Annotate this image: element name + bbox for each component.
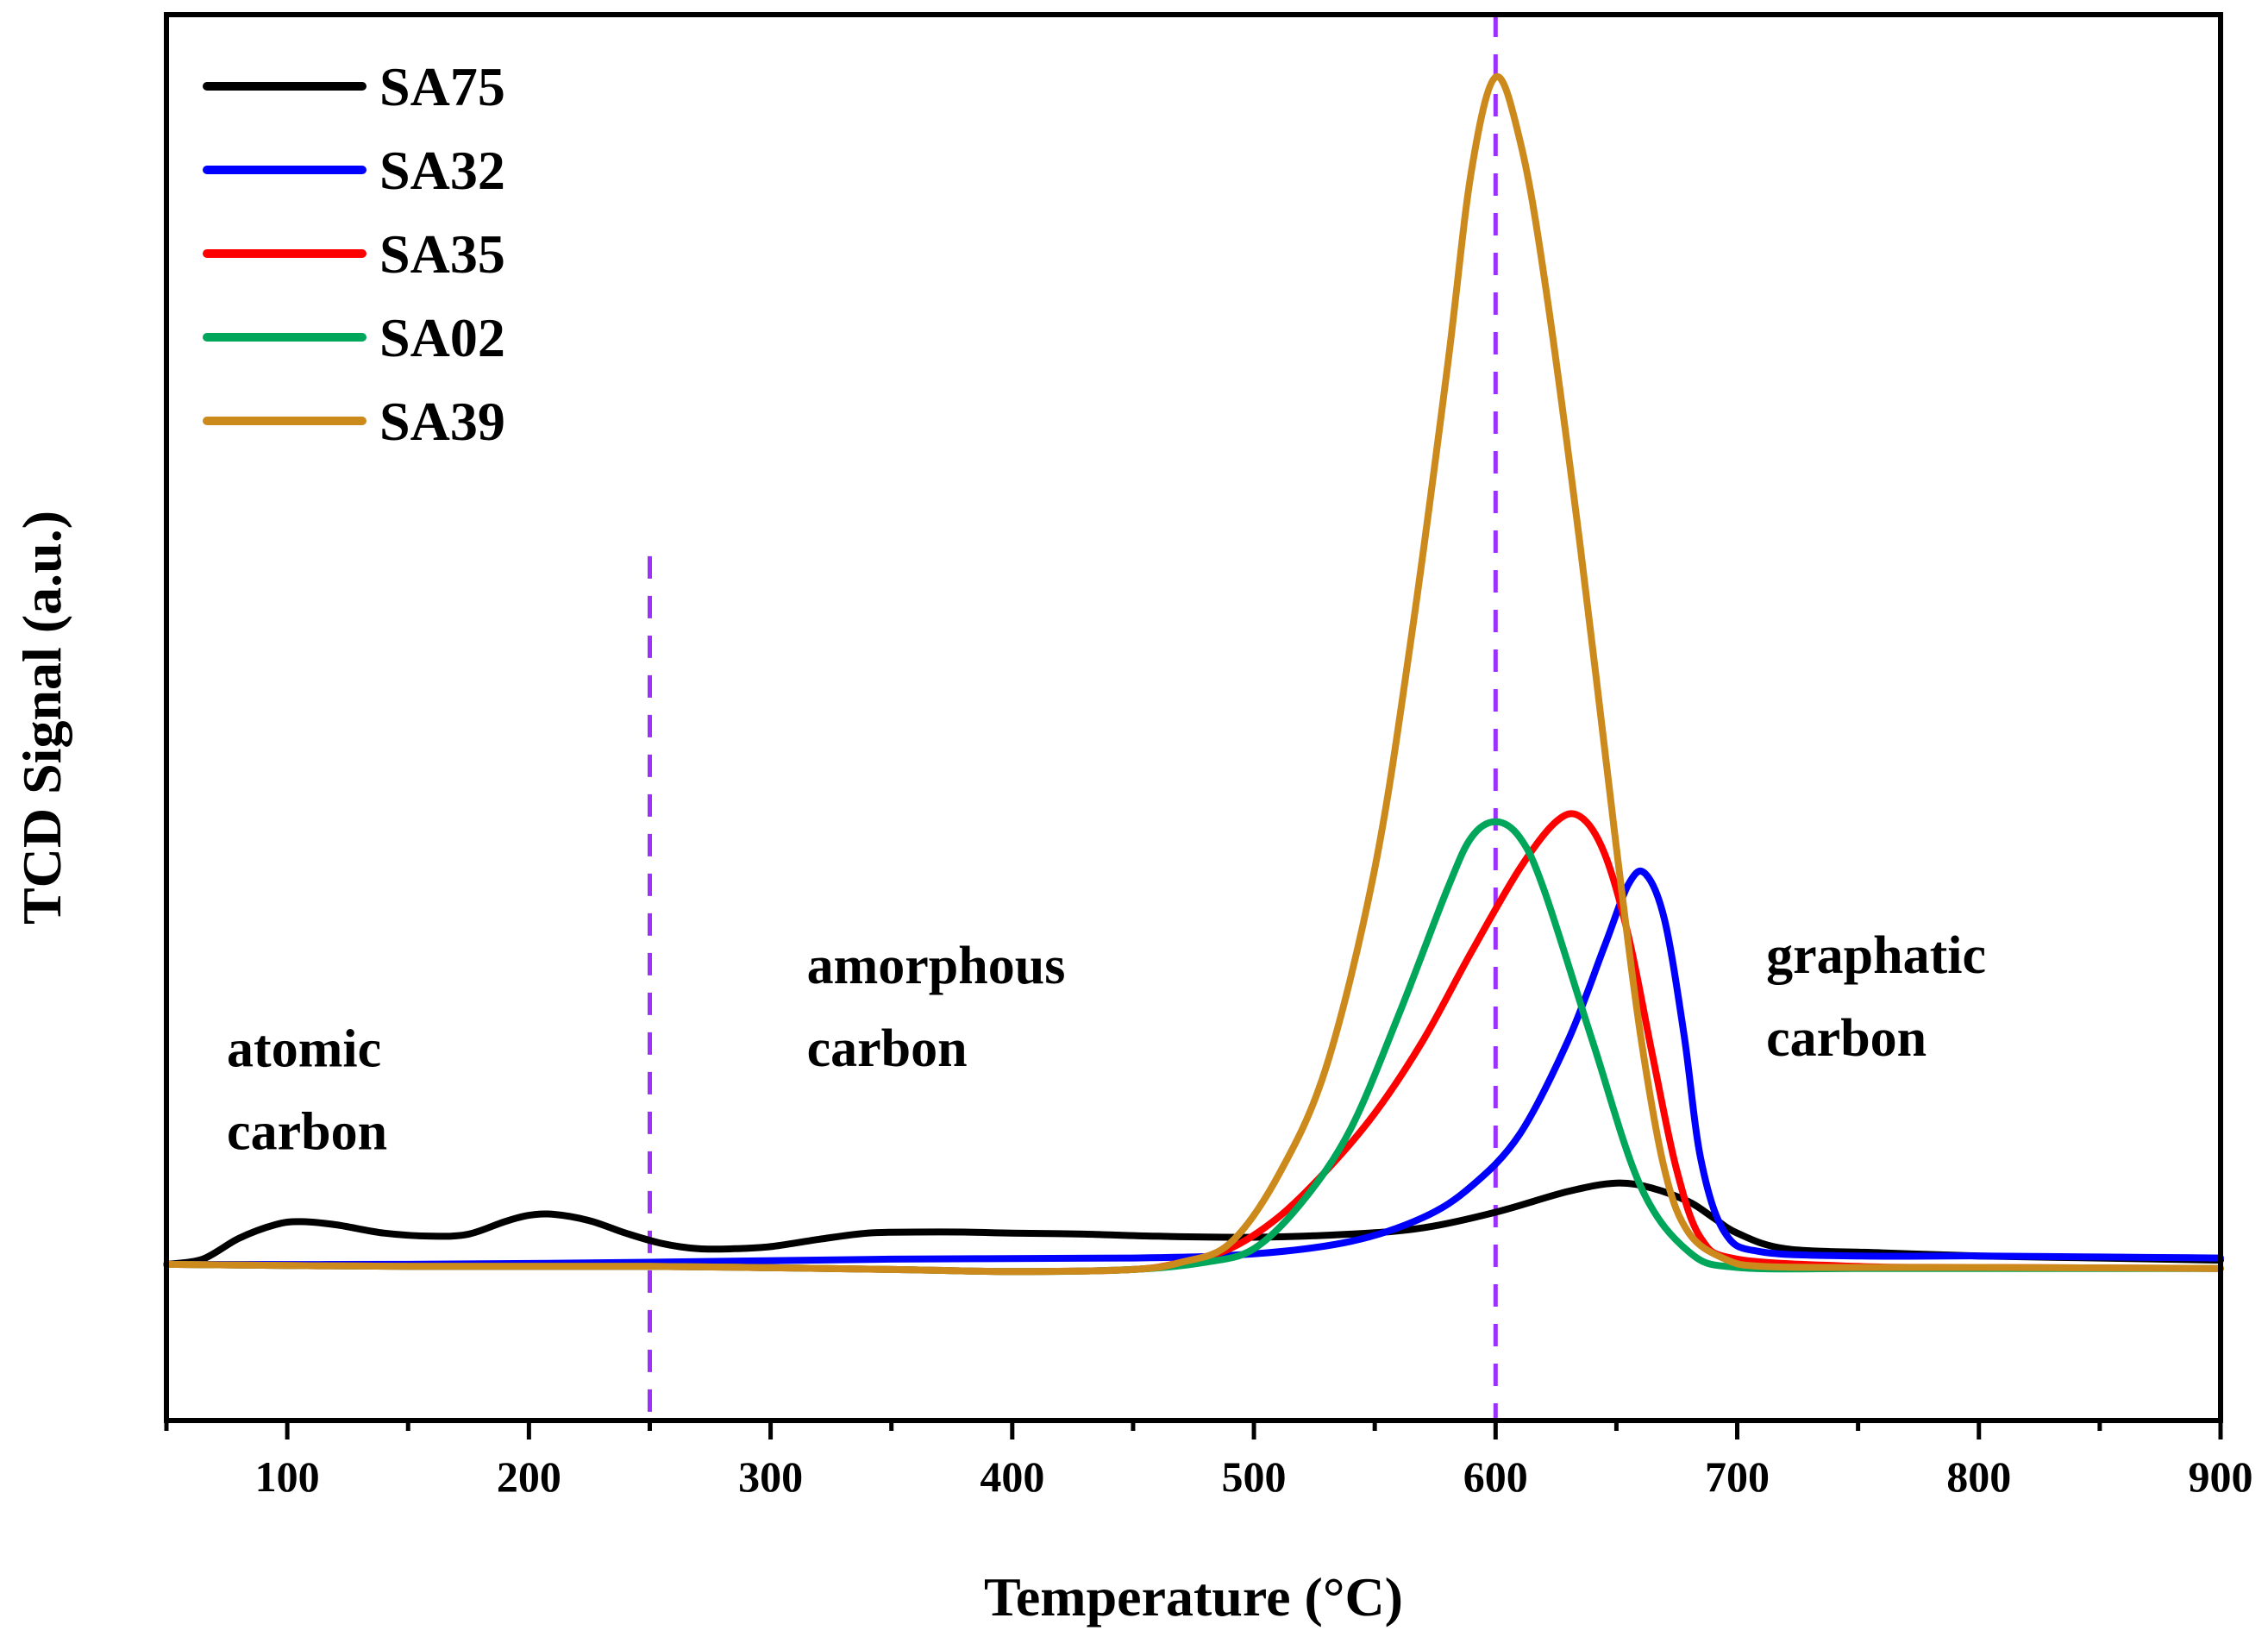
annotation-atomic-carbon: atomic carbon — [227, 1019, 387, 1161]
x-tick-label: 900 — [2189, 1452, 2253, 1501]
x-tick-label: 300 — [738, 1452, 803, 1501]
series-line-sa39 — [163, 72, 2224, 1276]
legend: SA75 SA32 SA35 SA02 SA39 — [203, 56, 505, 452]
legend-label-sa32: SA32 — [379, 140, 505, 201]
x-axis-ticks: 100 200 300 400 500 600 700 800 900 — [164, 1421, 2253, 1501]
legend-label-sa35: SA35 — [379, 223, 505, 285]
annotation-amorphous-carbon: amorphous carbon — [807, 937, 1066, 1078]
legend-label-sa02: SA02 — [379, 307, 505, 368]
series-line-sa75 — [163, 1179, 2224, 1268]
x-axis-label: Temperature (°C) — [984, 1566, 1403, 1628]
annotation-graphatic-carbon: graphatic carbon — [1766, 926, 1986, 1068]
plot-frame — [164, 12, 2223, 1423]
series-lines — [163, 72, 2224, 1276]
series-line-sa32 — [163, 868, 2224, 1269]
x-tick-label: 500 — [1222, 1452, 1287, 1501]
x-tick-label: 100 — [255, 1452, 320, 1501]
x-tick-label: 700 — [1705, 1452, 1770, 1501]
x-tick-label: 600 — [1463, 1452, 1528, 1501]
annotations: atomic carbon amorphous carbon graphatic carb… — [227, 926, 1986, 1162]
legend-label-sa39: SA39 — [379, 391, 505, 452]
x-tick-label: 400 — [980, 1452, 1044, 1501]
legend-label-sa75: SA75 — [379, 56, 505, 117]
x-tick-label: 200 — [497, 1452, 561, 1501]
reference-lines — [647, 15, 1498, 1421]
y-axis-label: TCD Signal (a.u.) — [11, 511, 72, 925]
x-tick-label: 800 — [1946, 1452, 2011, 1501]
